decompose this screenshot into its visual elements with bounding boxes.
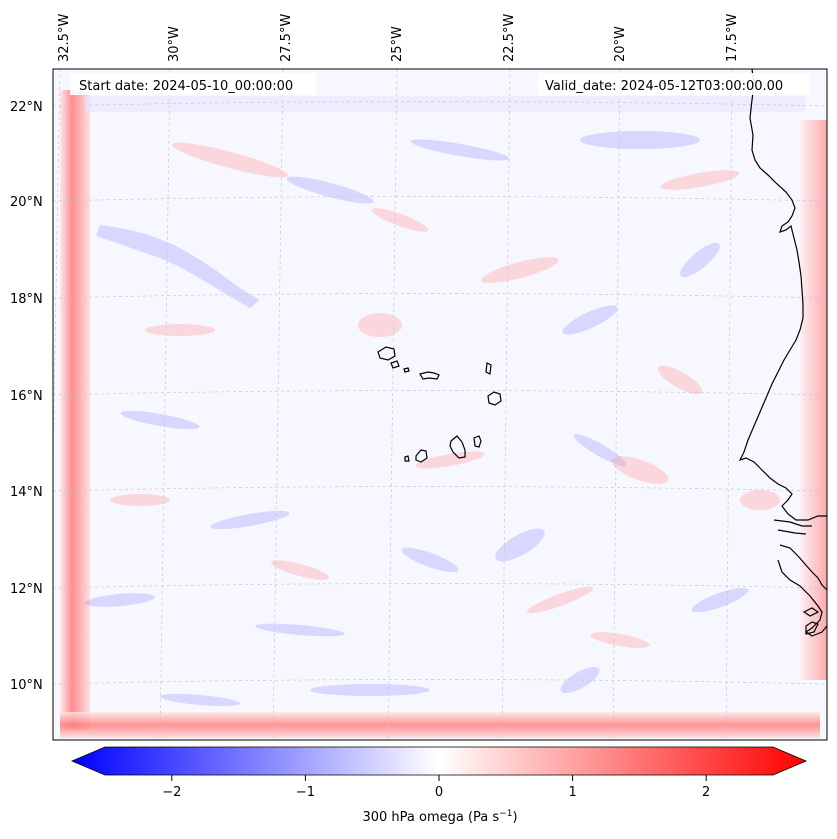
lat-label-18n: 18°N bbox=[10, 292, 43, 307]
boa-vista bbox=[487, 391, 502, 406]
colorbar-tick-label: −1 bbox=[296, 785, 315, 800]
lon-label-17-5w: 17.5°W bbox=[725, 14, 740, 62]
colorbar-tick-label: −2 bbox=[162, 785, 181, 800]
colorbar-tick-label: 1 bbox=[568, 785, 576, 800]
positive-omega-patches bbox=[110, 142, 780, 648]
santiago bbox=[449, 435, 466, 459]
sao-nicolau bbox=[419, 371, 440, 380]
map-panel: Start date: 2024-05-10_00:00:00 Valid_da… bbox=[52, 68, 828, 741]
right-boundary-band bbox=[800, 120, 827, 680]
colorbar-ticks: −2 −1 0 1 2 bbox=[162, 775, 710, 800]
africa-coast bbox=[738, 69, 827, 521]
cape-verde-islands bbox=[377, 346, 502, 463]
colorbar-body bbox=[70, 746, 808, 776]
brava bbox=[404, 455, 410, 462]
gambia-coast bbox=[773, 519, 812, 535]
lat-label-10n: 10°N bbox=[10, 678, 43, 693]
valid-date-box bbox=[538, 73, 810, 95]
colorbar: −2 −1 0 1 2 300 hPa omega (Pa s−1) bbox=[70, 746, 808, 825]
sal bbox=[485, 362, 492, 375]
santa-luzia bbox=[403, 367, 410, 373]
lon-label-32-5w: 32.5°W bbox=[57, 14, 72, 62]
coastline bbox=[738, 69, 827, 637]
latitude-labels: 22°N 20°N 18°N 16°N 14°N 12°N 10°N bbox=[10, 100, 43, 693]
start-date-label: Start date: 2024-05-10_00:00:00 bbox=[79, 79, 293, 94]
start-date-box bbox=[70, 73, 316, 95]
lon-label-22-5w: 22.5°W bbox=[502, 14, 517, 62]
bottom-boundary-band bbox=[60, 712, 820, 738]
sao-vicente bbox=[390, 360, 400, 369]
omega-field bbox=[53, 69, 827, 740]
colorbar-tick-label: 2 bbox=[702, 785, 710, 800]
graticule bbox=[53, 69, 827, 740]
guinea-bissau-coast bbox=[779, 544, 827, 591]
map-background bbox=[53, 69, 827, 740]
lat-label-16n: 16°N bbox=[10, 389, 43, 404]
lon-label-20w: 20°W bbox=[613, 26, 628, 62]
maio bbox=[473, 435, 482, 448]
left-boundary-band bbox=[60, 90, 90, 730]
colorbar-tick-label: 0 bbox=[435, 785, 443, 800]
fogo bbox=[415, 449, 428, 463]
bijagos-islands bbox=[802, 607, 820, 635]
colorbar-title: 300 hPa omega (Pa s−1) bbox=[362, 809, 517, 825]
negative-omega-patches bbox=[85, 131, 749, 707]
longitude-labels: 32.5°W 30°W 27.5°W 25°W 22.5°W 20°W 17.5… bbox=[57, 14, 740, 62]
lon-label-27-5w: 27.5°W bbox=[279, 14, 294, 62]
valid-date-label: Valid_date: 2024-05-12T03:00:00.00 bbox=[545, 79, 783, 94]
lat-label-20n: 20°N bbox=[10, 195, 43, 210]
top-boundary-band bbox=[85, 96, 805, 112]
lon-label-30w: 30°W bbox=[167, 26, 182, 62]
south-coast bbox=[777, 559, 827, 637]
lon-label-25w: 25°W bbox=[390, 26, 405, 62]
map-frame bbox=[52, 68, 828, 741]
lat-label-22n: 22°N bbox=[10, 100, 43, 115]
santo-antao bbox=[377, 346, 396, 361]
lat-label-12n: 12°N bbox=[10, 582, 43, 597]
lat-label-14n: 14°N bbox=[10, 485, 43, 500]
